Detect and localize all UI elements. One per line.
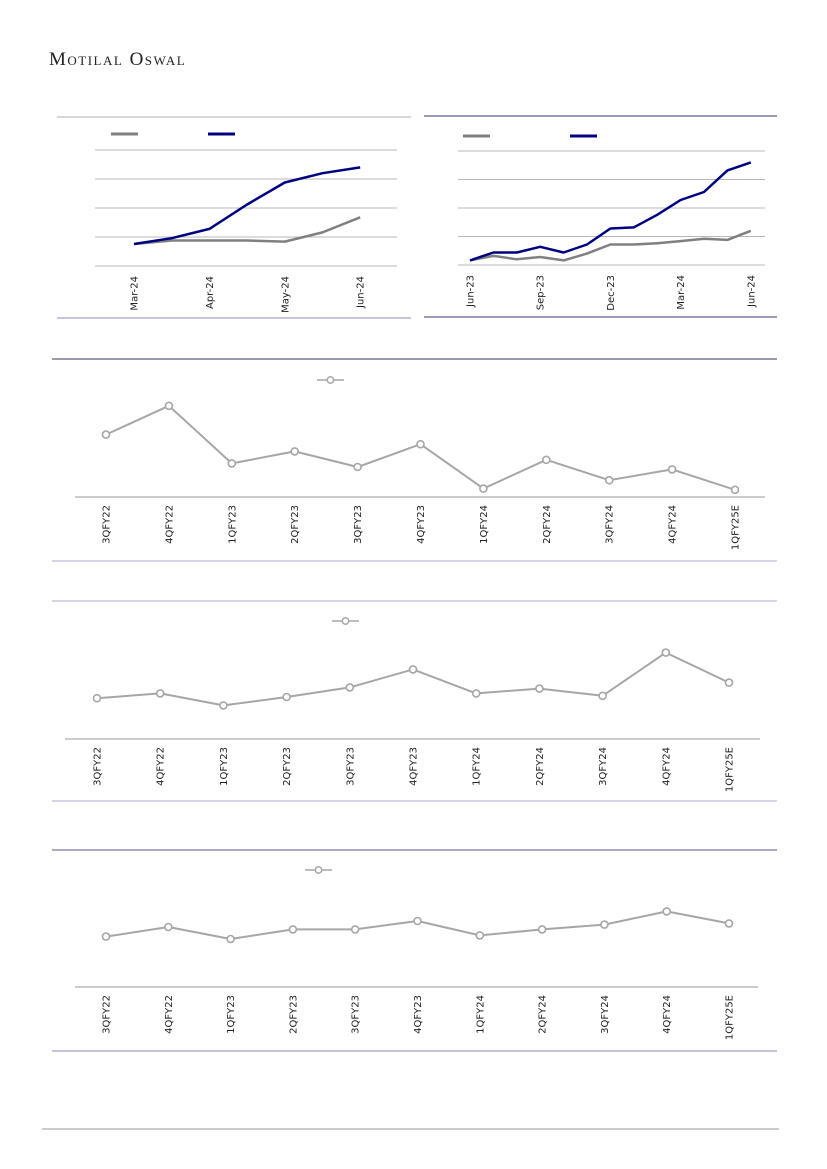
point: [164, 401, 174, 411]
x-tick-label: 3QFY23: [345, 747, 356, 786]
x-tick-label: 3QFY22: [102, 505, 113, 544]
point: [92, 693, 102, 703]
x-tick-label: 2QFY23: [282, 747, 293, 786]
point: [667, 465, 677, 474]
legend-marker: [314, 866, 323, 874]
point: [416, 439, 425, 449]
point: [724, 919, 734, 928]
x-tick-label: 1QFY25E: [725, 747, 736, 792]
point: [227, 459, 237, 468]
point: [219, 701, 228, 710]
x-tick-label: 1QFY25E: [725, 995, 736, 1040]
x-tick-label: Dec-23: [606, 275, 617, 311]
point: [350, 925, 360, 934]
x-tick-label: 1QFY24: [475, 995, 486, 1034]
point: [535, 684, 544, 693]
x-tick-label: 2QFY24: [542, 505, 553, 544]
x-tick-label: 1QFY24: [472, 747, 483, 786]
point: [101, 430, 111, 439]
x-tick-label: 3QFY22: [102, 995, 113, 1034]
x-tick-label: Mar-24: [130, 276, 141, 311]
x-tick-label: 1QFY23: [219, 747, 230, 786]
point: [282, 692, 291, 702]
x-tick-label: 3QFY22: [93, 747, 104, 786]
x-tick-label: May-24: [280, 276, 291, 313]
x-tick-label: 1QFY25E: [731, 505, 742, 550]
point: [226, 934, 235, 944]
x-tick-label: 4QFY23: [413, 995, 424, 1034]
x-tick-label: Jun-23: [466, 275, 477, 308]
x-tick-label: 4QFY22: [164, 505, 175, 544]
series-line: [96, 651, 730, 707]
x-tick-label: Mar-24: [676, 275, 687, 310]
series-line: [469, 229, 752, 262]
series-line: [133, 216, 361, 246]
x-tick-label: Jun-24: [356, 276, 367, 309]
point: [288, 925, 298, 934]
x-tick-label: 4QFY23: [409, 747, 420, 786]
frame-lines: [42, 115, 779, 1130]
x-tick-label: 3QFY24: [598, 747, 609, 786]
point: [730, 485, 740, 495]
point: [604, 475, 614, 485]
x-tick-label: 2QFY23: [288, 995, 299, 1034]
point: [662, 907, 672, 916]
x-tick-label: Apr-24: [205, 276, 216, 309]
series-line: [133, 166, 361, 246]
point: [155, 689, 165, 698]
legend-marker: [341, 617, 350, 625]
point: [353, 462, 362, 472]
x-tick-label: 3QFY24: [600, 995, 611, 1034]
point: [101, 932, 111, 941]
x-tick-label: 4QFY22: [156, 747, 167, 786]
x-tick-label: 4QFY22: [164, 995, 175, 1034]
point: [479, 484, 488, 493]
point: [600, 920, 609, 929]
point: [345, 683, 355, 692]
x-tick-label: 4QFY24: [661, 747, 672, 786]
x-tick-label: 4QFY23: [416, 505, 427, 544]
x-tick-label: 4QFY24: [668, 505, 679, 544]
x-tick-label: 3QFY23: [351, 995, 362, 1034]
x-tick-label: 1QFY23: [226, 995, 237, 1034]
point: [290, 447, 300, 456]
x-tick-label: 1QFY23: [227, 505, 238, 544]
point: [541, 455, 551, 465]
brand: Motilal Oswal: [49, 49, 186, 70]
series-line: [469, 161, 752, 262]
point: [413, 916, 422, 926]
x-tick-label: 3QFY23: [353, 505, 364, 544]
x-tick-label: 2QFY23: [290, 505, 301, 544]
x-tick-label: 3QFY24: [605, 505, 616, 544]
x-tick-label: 2QFY24: [535, 747, 546, 786]
point: [471, 689, 481, 698]
x-tick-label: 4QFY24: [662, 995, 673, 1034]
point: [475, 931, 485, 940]
point: [598, 691, 607, 701]
x-tick-label: Jun-24: [746, 275, 757, 308]
x-tick-label: 2QFY24: [538, 995, 549, 1034]
x-tick-label: Sep-23: [536, 275, 547, 310]
point: [164, 922, 173, 932]
point: [724, 678, 734, 687]
point: [537, 925, 547, 934]
x-tick-label: 1QFY24: [479, 505, 490, 544]
point: [408, 665, 418, 674]
legend-marker: [326, 376, 335, 384]
point: [661, 648, 671, 657]
